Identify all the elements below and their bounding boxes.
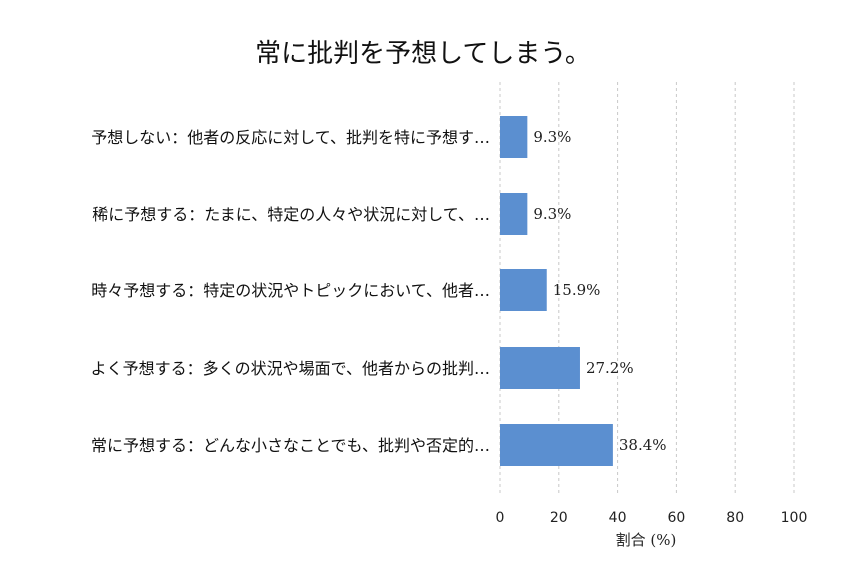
x-tick-labels: 0 20 40 60 80 100 <box>496 510 808 526</box>
bar <box>500 193 528 235</box>
x-tick-label: 100 <box>781 510 808 526</box>
category-label: 予想しない：他者の反応に対して、批判を特に予想す… <box>91 128 490 147</box>
bar <box>500 116 528 158</box>
x-tick-label: 80 <box>726 510 744 526</box>
category-label: 常に予想する：どんな小さなことでも、批判や否定的… <box>91 436 490 455</box>
value-label: 9.3% <box>533 128 571 146</box>
value-label: 9.3% <box>533 205 571 223</box>
value-label: 15.9% <box>553 281 601 299</box>
x-tick-label: 20 <box>550 510 568 526</box>
x-tick-label: 60 <box>667 510 685 526</box>
category-labels: 予想しない：他者の反応に対して、批判を特に予想す… 稀に予想する：たまに、特定の人… <box>91 128 490 455</box>
x-tick-label: 40 <box>609 510 627 526</box>
value-label: 38.4% <box>619 436 667 454</box>
category-label: 稀に予想する：たまに、特定の人々や状況に対して、… <box>92 205 490 224</box>
x-axis-title: 割合 (%) <box>616 531 677 549</box>
value-labels: 9.3% 9.3% 15.9% 27.2% 38.4% <box>533 128 666 454</box>
category-label: よく予想する：多くの状況や場面で、他者からの批判… <box>91 359 490 378</box>
bar <box>500 424 613 466</box>
x-tick-label: 0 <box>496 510 505 526</box>
chart-title: 常に批判を予想してしまう。 <box>255 39 591 69</box>
bar <box>500 347 580 389</box>
category-label: 時々予想する：特定の状況やトピックにおいて、他者… <box>91 281 490 300</box>
bars <box>500 116 613 466</box>
value-label: 27.2% <box>586 359 634 377</box>
bar <box>500 269 547 311</box>
